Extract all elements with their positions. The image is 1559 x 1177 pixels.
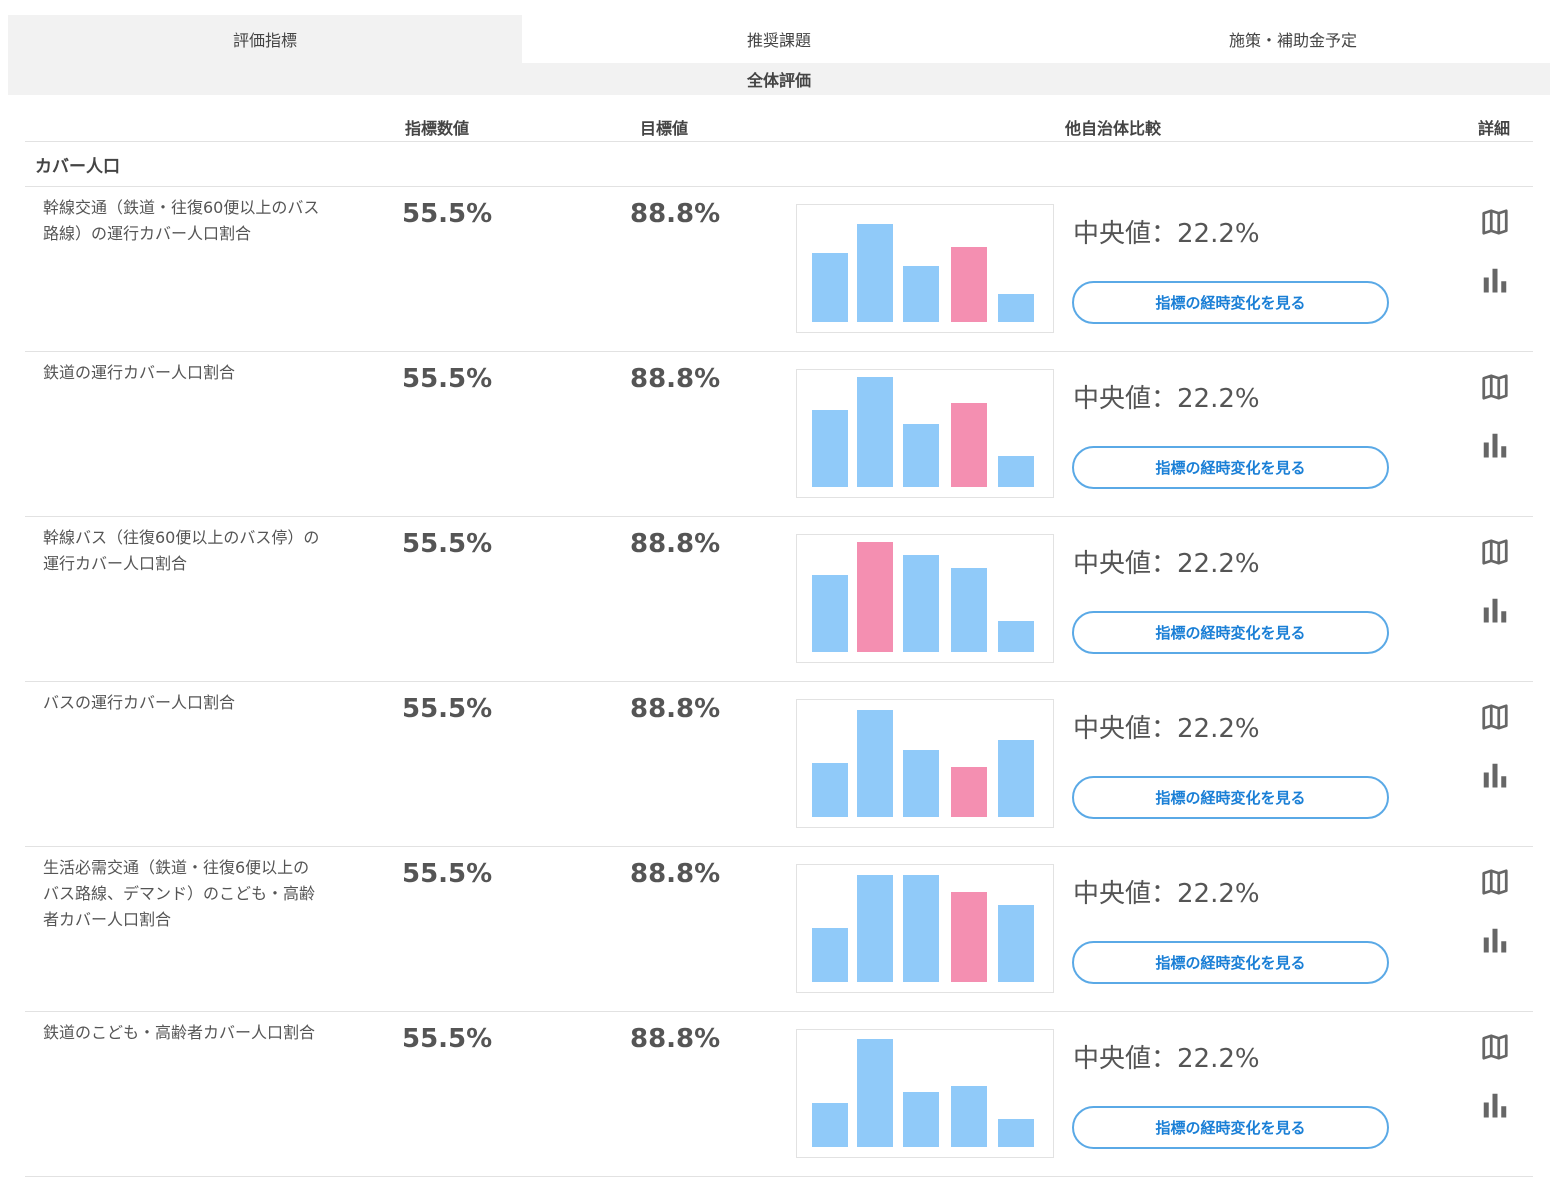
indicator-row: バスの運行カバー人口割合 55.5% 88.8% 中央値：22.2% 指標の経時…	[25, 682, 1533, 847]
map-icon[interactable]	[1480, 702, 1510, 736]
map-icon[interactable]	[1480, 537, 1510, 571]
indicator-value: 55.5%	[402, 529, 493, 559]
view-time-series-button[interactable]: 指標の経時変化を見る	[1072, 776, 1389, 819]
category-title: カバー人口	[35, 157, 120, 177]
comparison-chart	[796, 864, 1054, 993]
divider	[25, 141, 1533, 142]
view-time-series-button[interactable]: 指標の経時変化を見る	[1072, 281, 1389, 324]
divider	[25, 186, 1533, 187]
indicator-value: 55.5%	[402, 859, 493, 889]
view-time-series-button[interactable]: 指標の経時変化を見る	[1072, 611, 1389, 654]
chart-bar	[857, 542, 893, 652]
median-value: 中央値：22.2%	[1073, 219, 1260, 249]
comparison-chart	[796, 369, 1054, 498]
bar-chart-icon[interactable]	[1480, 925, 1510, 959]
tab-bar: 評価指標 推奨課題 施策・補助金予定	[8, 15, 1550, 68]
chart-bar	[951, 892, 987, 982]
chart-bar	[812, 253, 848, 322]
map-icon[interactable]	[1480, 867, 1510, 901]
bar-chart-icon[interactable]	[1480, 760, 1510, 794]
overall-evaluation-header: 全体評価	[8, 63, 1550, 95]
indicator-value: 55.5%	[402, 199, 493, 229]
chart-bar	[903, 875, 939, 982]
target-value: 88.8%	[630, 199, 721, 229]
target-value: 88.8%	[630, 694, 721, 724]
median-value: 中央値：22.2%	[1073, 1044, 1260, 1074]
map-icon[interactable]	[1480, 1032, 1510, 1066]
chart-bar	[812, 410, 848, 487]
indicator-value: 55.5%	[402, 694, 493, 724]
chart-bar	[857, 875, 893, 982]
chart-bar	[903, 424, 939, 487]
indicator-label: 幹線バス（往復60便以上のバス停）の運行カバー人口割合	[43, 528, 320, 573]
target-value: 88.8%	[630, 1024, 721, 1054]
chart-bar	[812, 575, 848, 652]
median-value: 中央値：22.2%	[1073, 384, 1260, 414]
indicator-label: 幹線交通（鉄道・往復60便以上のバス路線）の運行カバー人口割合	[43, 198, 320, 243]
target-value: 88.8%	[630, 364, 721, 394]
chart-bar	[998, 456, 1034, 487]
chart-bar	[857, 377, 893, 487]
median-value: 中央値：22.2%	[1073, 879, 1260, 909]
overall-evaluation-label: 全体評価	[746, 71, 811, 90]
view-time-series-button[interactable]: 指標の経時変化を見る	[1072, 1106, 1389, 1149]
indicator-row: 幹線バス（往復60便以上のバス停）の運行カバー人口割合 55.5% 88.8% …	[25, 517, 1533, 682]
chart-bar	[998, 740, 1034, 817]
indicator-label: 鉄道のこども・高齢者カバー人口割合	[43, 1023, 316, 1042]
chart-bar	[951, 767, 987, 817]
chart-bar	[903, 750, 939, 817]
chart-bar	[857, 1039, 893, 1147]
chart-bar	[812, 928, 848, 982]
chart-bar	[903, 1092, 939, 1147]
indicator-row: 生活必需交通（鉄道・往復6便以上のバス路線、デマンド）のこども・高齢者カバー人口…	[25, 847, 1533, 1012]
comparison-chart	[796, 699, 1054, 828]
chart-bar	[903, 266, 939, 322]
col-header-compare: 他自治体比較	[1065, 119, 1162, 138]
tab-evaluation-indicators[interactable]: 評価指標	[8, 15, 522, 68]
chart-bar	[812, 1103, 848, 1147]
bar-chart-icon[interactable]	[1480, 430, 1510, 464]
target-value: 88.8%	[630, 859, 721, 889]
comparison-chart	[796, 534, 1054, 663]
target-value: 88.8%	[630, 529, 721, 559]
chart-bar	[951, 568, 987, 652]
tab-recommended-issues[interactable]: 推奨課題	[746, 31, 811, 50]
chart-bar	[951, 1086, 987, 1147]
chart-bar	[998, 1119, 1034, 1147]
map-icon[interactable]	[1480, 207, 1510, 241]
chart-bar	[951, 403, 987, 487]
col-header-target: 目標値	[640, 119, 689, 138]
col-header-value: 指標数値	[405, 119, 470, 138]
bar-chart-icon[interactable]	[1480, 595, 1510, 629]
indicator-value: 55.5%	[402, 364, 493, 394]
comparison-chart	[796, 204, 1054, 333]
chart-bar	[998, 621, 1034, 652]
indicator-row: 幹線交通（鉄道・往復60便以上のバス路線）の運行カバー人口割合 55.5% 88…	[25, 187, 1533, 352]
chart-bar	[857, 224, 893, 322]
map-icon[interactable]	[1480, 372, 1510, 406]
chart-bar	[857, 710, 893, 817]
bar-chart-icon[interactable]	[1480, 1090, 1510, 1124]
indicator-row: 鉄道の運行カバー人口割合 55.5% 88.8% 中央値：22.2% 指標の経時…	[25, 352, 1533, 517]
tab-policies-subsidies[interactable]: 施策・補助金予定	[1228, 31, 1357, 50]
view-time-series-button[interactable]: 指標の経時変化を見る	[1072, 446, 1389, 489]
indicator-label: 鉄道の運行カバー人口割合	[43, 363, 236, 382]
indicator-value: 55.5%	[402, 1024, 493, 1054]
chart-bar	[951, 247, 987, 322]
indicator-row: 鉄道のこども・高齢者カバー人口割合 55.5% 88.8% 中央値：22.2% …	[25, 1012, 1533, 1177]
view-time-series-button[interactable]: 指標の経時変化を見る	[1072, 941, 1389, 984]
col-header-detail: 詳細	[1478, 119, 1511, 138]
chart-bar	[812, 763, 848, 817]
chart-bar	[998, 905, 1034, 982]
median-value: 中央値：22.2%	[1073, 549, 1260, 579]
chart-bar	[903, 555, 939, 652]
indicator-label: バスの運行カバー人口割合	[43, 693, 236, 712]
bar-chart-icon[interactable]	[1480, 265, 1510, 299]
indicator-label: 生活必需交通（鉄道・往復6便以上のバス路線、デマンド）のこども・高齢者カバー人口…	[43, 858, 316, 929]
comparison-chart	[796, 1029, 1054, 1158]
median-value: 中央値：22.2%	[1073, 714, 1260, 744]
chart-bar	[998, 294, 1034, 322]
